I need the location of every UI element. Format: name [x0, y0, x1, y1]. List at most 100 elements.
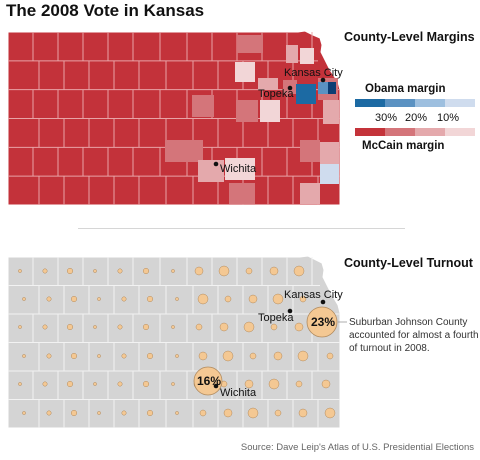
county-turnout-circle — [121, 296, 127, 302]
johnson-callout: 23% — [311, 315, 335, 329]
county-turnout-circle — [223, 408, 233, 418]
county-turnout-circle — [243, 321, 255, 333]
city-markers: Kansas City Topeka Wichita — [213, 67, 343, 175]
mccain-swatch-4 — [445, 128, 475, 136]
county-turnout-circle — [171, 269, 175, 273]
county-turnout-circle — [297, 350, 309, 362]
turnout-topeka-label: Topeka — [258, 312, 294, 324]
page-title: The 2008 Vote in Kansas — [6, 1, 205, 20]
mccain-swatch-1 — [355, 128, 385, 136]
county-turnout-circle — [224, 295, 232, 303]
county-turnout-circle — [199, 409, 207, 417]
county-turnout-circle — [142, 323, 150, 331]
obama-margin-label: Obama margin — [365, 83, 446, 95]
tick-20: 20% — [405, 112, 428, 124]
county-turnout-circle — [146, 409, 154, 417]
obama-swatch-4 — [445, 99, 475, 107]
obama-swatch-2 — [385, 99, 415, 107]
obama-swatch-3 — [415, 99, 445, 107]
county-turnout-circle — [70, 409, 78, 417]
wichita-label: Wichita — [220, 163, 257, 175]
county-turnout-circle — [42, 324, 48, 330]
source-credit: Source: Dave Leip's Atlas of U.S. Presid… — [240, 442, 474, 453]
county-turnout-circle — [175, 411, 179, 415]
county-turnout-circle — [18, 325, 22, 329]
county-turnout-circle — [218, 265, 230, 277]
county-turnout-circle — [146, 295, 154, 303]
county-turnout-circle — [294, 322, 304, 332]
county-turnout-circle — [194, 266, 204, 276]
county-turnout-circle — [249, 352, 257, 360]
county-turnout-circle — [293, 265, 305, 277]
county-turnout-circle — [321, 379, 331, 389]
wichita-dot — [213, 161, 219, 167]
county-turnout-circle — [270, 323, 278, 331]
kansas-city-dot — [320, 77, 326, 83]
tick-30: 30% — [375, 112, 398, 124]
county-turnout-circle — [117, 324, 123, 330]
county-turnout-circle — [326, 352, 334, 360]
tick-10: 10% — [437, 112, 460, 124]
county-turnout-circle — [244, 379, 254, 389]
mccain-swatch-2 — [385, 128, 415, 136]
county-turnout-circle — [121, 353, 127, 359]
county-borders-turnout — [8, 257, 340, 428]
county-turnout-circle — [146, 352, 154, 360]
county-turnout-circle — [70, 352, 78, 360]
county-turnout-circle — [272, 293, 284, 305]
county-turnout-circle — [195, 323, 203, 331]
turnout-wichita-label: Wichita — [220, 387, 257, 399]
county-turnout-circle — [22, 297, 26, 301]
county-turnout-circle — [97, 354, 101, 358]
county-turnout-circle — [198, 351, 208, 361]
county-turnout-circle — [142, 380, 150, 388]
county-turnout-circle — [66, 267, 74, 275]
county-turnout-circle — [46, 410, 52, 416]
turnout-map: Kansas City Topeka Wichita 23% 16% — [7, 255, 347, 429]
county-turnout-circle — [97, 411, 101, 415]
county-turnout-circle — [299, 295, 307, 303]
county-turnout-circle — [93, 269, 97, 273]
turnout-kansas-city-label: Kansas City — [284, 289, 343, 301]
county-turnout-circle — [46, 353, 52, 359]
kansas-city-label: Kansas City — [284, 67, 343, 79]
county-turnout-circle — [42, 268, 48, 274]
county-turnout-circle — [93, 325, 97, 329]
county-turnout-circle — [97, 297, 101, 301]
county-turnout-circle — [222, 350, 234, 362]
county-turnout-circle — [274, 409, 282, 417]
obama-color-scale — [355, 99, 475, 107]
county-turnout-circle — [175, 354, 179, 358]
county-turnout-circle — [197, 293, 209, 305]
county-turnout-circle — [171, 382, 175, 386]
county-fills — [165, 35, 339, 204]
johnson-county-circle — [306, 306, 338, 338]
county-turnout-circle — [142, 267, 150, 275]
county-turnout-circle — [70, 295, 78, 303]
county-turnout-circle — [117, 381, 123, 387]
section-divider — [78, 228, 405, 229]
county-turnout-circle — [121, 410, 127, 416]
county-turnout-circle — [269, 266, 279, 276]
turnout-heading: County-Level Turnout — [344, 256, 473, 270]
county-turnout-circle — [268, 378, 280, 390]
county-turnout-circle — [42, 381, 48, 387]
county-turnout-circle — [171, 325, 175, 329]
turnout-circles — [18, 265, 336, 419]
turnout-city-markers: Kansas City Topeka Wichita 23% 16% — [197, 289, 347, 399]
county-turnout-circle — [295, 380, 303, 388]
mccain-swatch-3 — [415, 128, 445, 136]
mccain-margin-label: McCain margin — [362, 140, 445, 152]
county-borders — [8, 32, 340, 205]
margins-map: Kansas City Topeka Wichita — [7, 30, 343, 206]
johnson-county-note: Suburban Johnson County accounted for al… — [349, 317, 479, 354]
mccain-color-scale — [355, 128, 475, 136]
county-turnout-circle — [175, 297, 179, 301]
county-turnout-circle — [117, 268, 123, 274]
county-turnout-circle — [324, 407, 336, 419]
topeka-label: Topeka — [258, 88, 294, 100]
county-turnout-circle — [248, 294, 258, 304]
county-turnout-circle — [93, 382, 97, 386]
topeka-dot — [287, 85, 293, 91]
county-turnout-circle — [66, 380, 74, 388]
